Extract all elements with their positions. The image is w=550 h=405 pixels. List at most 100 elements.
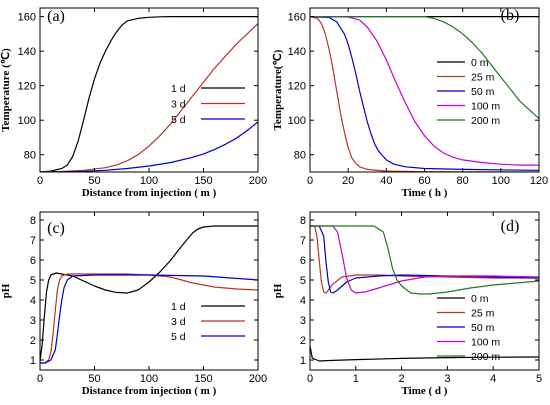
x-tick-label: 50: [88, 373, 100, 385]
y-tick-label: 4: [300, 295, 306, 307]
y-tick-label: 3: [300, 315, 306, 327]
y-tick-label: 100: [288, 115, 306, 127]
legend-label: 5 d: [171, 331, 186, 343]
x-tick-label: 0: [37, 175, 43, 187]
y-tick-label: 8: [30, 215, 36, 227]
series-line-25m: [310, 225, 539, 294]
plot-frame: [309, 211, 540, 371]
y-tick-label: 2: [300, 335, 306, 347]
x-tick-label: 150: [194, 373, 212, 385]
x-tick-label: 200: [249, 373, 267, 385]
x-tick-label: 5: [536, 373, 542, 385]
x-tick-label: 3: [444, 373, 450, 385]
y-axis-title: Temperature(℃): [272, 49, 284, 130]
series-group: [310, 16, 539, 172]
y-tick-label: 120: [18, 81, 36, 93]
y-axis-title: pH: [0, 283, 12, 298]
y-tick-label: 1: [30, 355, 36, 367]
y-tick-label: 6: [30, 255, 36, 267]
x-tick-label: 0: [37, 373, 43, 385]
panel-label: (c): [47, 220, 65, 237]
y-tick-label: 5: [300, 275, 306, 287]
y-tick-label: 160: [288, 12, 306, 24]
panel-label: (a): [47, 8, 65, 25]
x-tick-label: 0: [307, 373, 313, 385]
y-tick-label: 80: [24, 150, 36, 162]
y-tick-label: 2: [30, 335, 36, 347]
legend-label: 0 m: [471, 57, 489, 69]
x-axis-title: Time ( d ): [402, 385, 448, 397]
panel-a: 0 50 100 150 200 80 100 120 140 160 Distance from …: [0, 7, 267, 199]
series-line-50m: [310, 225, 539, 294]
panel-c: 0 50 100 150 200 1 2 3 4 5 6 7 8 Distance from inject…: [0, 211, 267, 397]
series-line-5d: [40, 121, 258, 172]
x-tick-label: 50: [88, 175, 100, 187]
y-tick-label: 6: [300, 255, 306, 267]
y-tick-label: 5: [30, 275, 36, 287]
legend: 1 d 3 d 5 d: [171, 301, 245, 343]
y-tick-label: 7: [30, 235, 36, 247]
legend-label: 1 d: [171, 83, 186, 95]
x-tick-label: 150: [194, 175, 212, 187]
plot-frame: [39, 7, 259, 173]
legend-label: 25 m: [471, 72, 495, 84]
panel-label: (d): [501, 218, 520, 235]
legend-label: 1 d: [171, 301, 186, 313]
y-tick-label: 7: [300, 235, 306, 247]
series-line-100m: [310, 225, 539, 294]
x-tick-label: 0: [307, 175, 313, 187]
legend-label: 100 m: [471, 101, 500, 113]
plot-frame: [309, 7, 540, 173]
legend: 0 m 25 m 50 m 100 m 200 m: [437, 57, 500, 127]
x-tick-label: 40: [380, 175, 392, 187]
y-tick-label: 4: [30, 295, 36, 307]
series-line-3d: [40, 22, 258, 172]
series-line-100m: [310, 16, 539, 166]
series-group: [310, 225, 539, 362]
legend-label: 200 m: [471, 115, 500, 127]
x-tick-label: 100: [140, 175, 158, 187]
legend-label: 50 m: [471, 86, 495, 98]
panel-label: (b): [501, 7, 520, 24]
x-axis-title: Time ( h ): [402, 187, 448, 199]
x-tick-label: 1: [353, 373, 359, 385]
series-line-1d: [40, 16, 258, 172]
legend: 0 m 25 m 50 m 100 m 200 m: [437, 293, 500, 363]
series-line-25m: [310, 16, 539, 172]
x-tick-label: 2: [399, 373, 405, 385]
series-line-200m: [310, 225, 539, 295]
y-tick-label: 160: [18, 12, 36, 24]
y-axis-title: Temperature (℃): [0, 48, 12, 132]
series-line-5d: [40, 274, 258, 364]
y-tick-label: 80: [294, 150, 306, 162]
x-tick-label: 200: [249, 175, 267, 187]
x-tick-label: 100: [492, 175, 510, 187]
y-tick-label: 1: [300, 355, 306, 367]
x-tick-label: 100: [140, 373, 158, 385]
y-tick-label: 140: [18, 46, 36, 58]
x-tick-label: 60: [418, 175, 430, 187]
y-tick-label: 120: [288, 81, 306, 93]
x-axis-title: Distance from injection ( m ): [82, 187, 217, 199]
y-tick-label: 3: [30, 315, 36, 327]
series-line-50m: [310, 16, 539, 171]
legend-label: 100 m: [471, 337, 500, 349]
x-axis-title: Distance from injection ( m ): [82, 385, 217, 397]
x-tick-label: 120: [530, 175, 548, 187]
x-tick-label: 80: [457, 175, 469, 187]
legend-label: 50 m: [471, 322, 495, 334]
legend-label: 25 m: [471, 308, 495, 320]
series-line-1d: [40, 225, 258, 362]
y-tick-label: 100: [18, 115, 36, 127]
y-tick-label: 8: [300, 215, 306, 227]
series-group: [40, 225, 258, 364]
legend-label: 200 m: [471, 351, 500, 363]
x-tick-label: 20: [342, 175, 354, 187]
panel-b: 0 20 40 60 80 100 120 80 100 120 140 160 Time ( h ) T…: [272, 7, 548, 199]
plot-frame: [39, 211, 259, 371]
legend-label: 3 d: [171, 316, 186, 328]
legend-label: 5 d: [171, 114, 186, 126]
y-tick-label: 140: [288, 46, 306, 58]
